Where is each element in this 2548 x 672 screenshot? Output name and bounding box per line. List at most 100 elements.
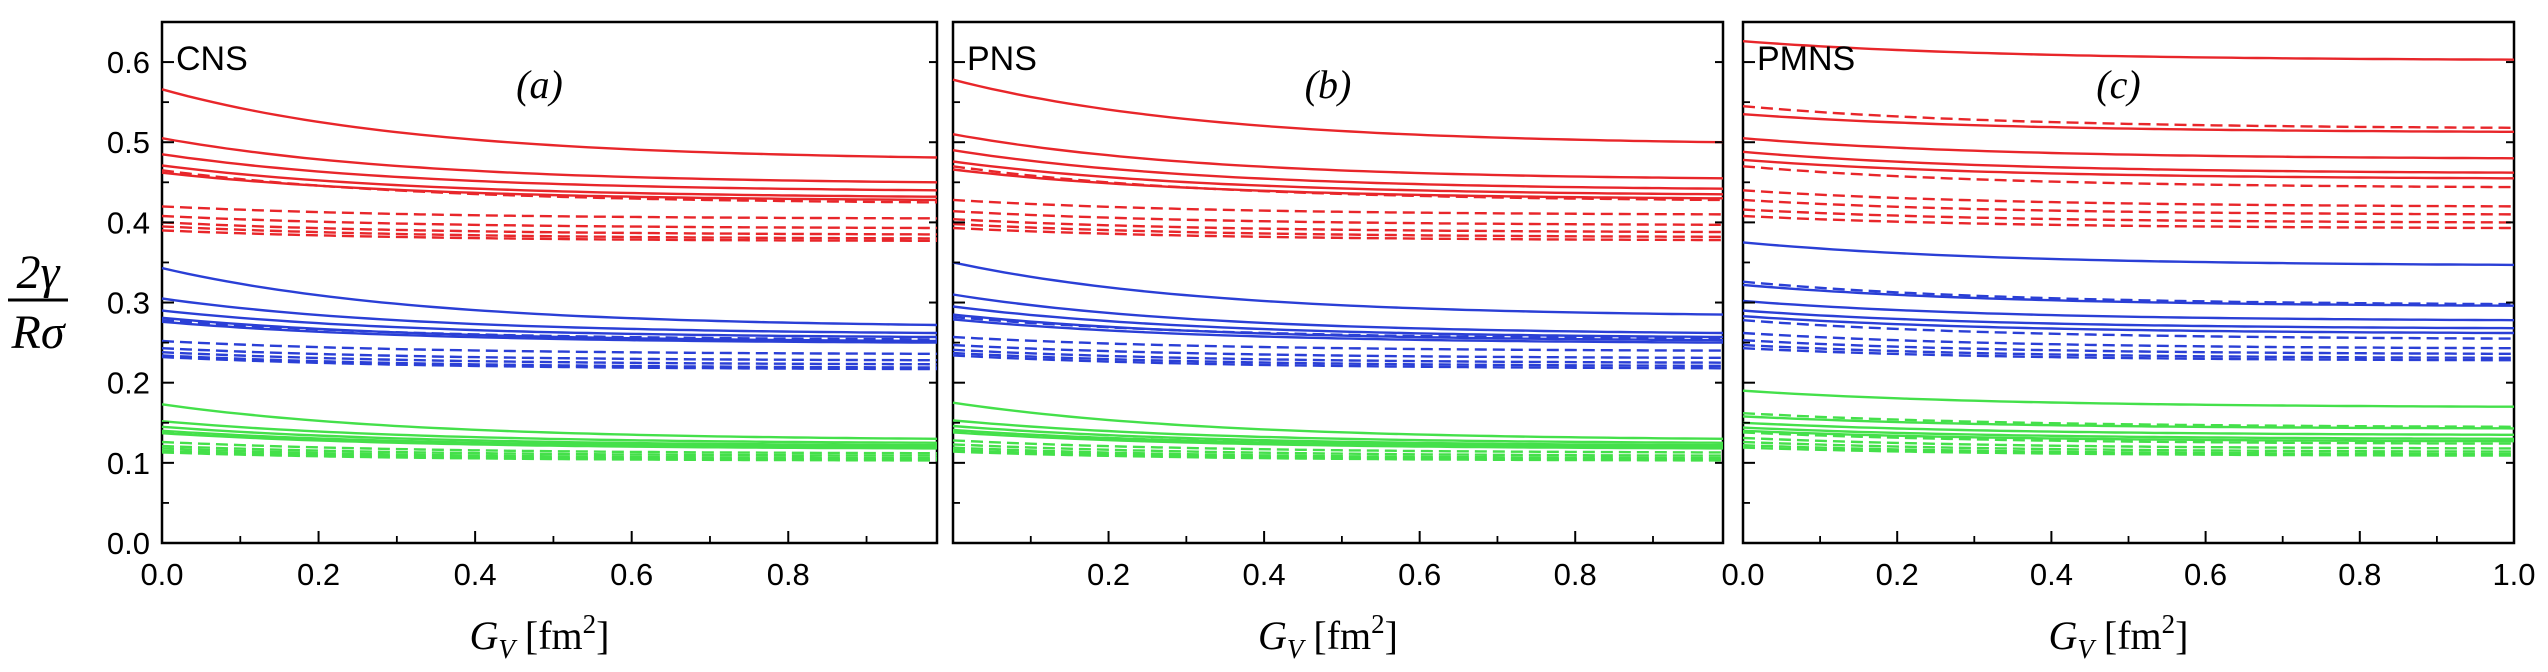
x-tick-label: 0.4 (2030, 557, 2073, 592)
series-line-blue-dashed-17 (1742, 319, 2514, 340)
series-line-green-solid-22 (1742, 389, 2514, 408)
series-line-red-solid-0 (161, 88, 938, 159)
series-line-blue-solid-15 (1742, 315, 2514, 335)
series-line-green-solid-24 (161, 425, 937, 447)
series-line-blue-dashed-21 (952, 354, 1724, 370)
y-axis-label: 2γ Rσ (8, 246, 68, 359)
y-tick-label: 0.3 (107, 286, 150, 321)
x-tick-label: 0.8 (1554, 557, 1597, 592)
series-line-blue-dashed-18 (1742, 331, 2514, 350)
x-tick-label: 0.6 (2184, 557, 2227, 592)
series-line-red-solid-2 (161, 153, 938, 192)
x-tick-label: 0.8 (2338, 557, 2381, 592)
series-line-red-dashed-8 (952, 218, 1723, 234)
x-tick-label: 0.2 (1087, 557, 1130, 592)
series-line-green-solid-26 (952, 431, 1723, 450)
series-line-green-dashed-29 (161, 444, 937, 457)
series-line-red-dashed-8 (1742, 198, 2515, 216)
series-line-red-solid-3 (952, 160, 1724, 196)
series-line-blue-dashed-17 (952, 335, 1723, 352)
series-line-blue-dashed-18 (952, 343, 1723, 359)
series-line-blue-dashed-20 (1742, 343, 2514, 359)
series-line-blue-dashed-21 (161, 355, 938, 371)
series-line-red-dashed-6 (1742, 165, 2514, 189)
series-line-blue-solid-11 (1742, 241, 2515, 267)
series-line-green-dashed-27 (1742, 412, 2515, 428)
series-line-red-dashed-7 (161, 214, 937, 230)
series-line-red-solid-2 (952, 149, 1724, 190)
series-line-green-solid-23 (161, 420, 938, 444)
x-tick-label: 0.0 (1721, 557, 1764, 592)
x-tick-label: 0.0 (140, 557, 183, 592)
series-line-blue-dashed-16 (952, 315, 1724, 340)
series-line-green-dashed-27 (952, 429, 1723, 448)
series-line-green-solid-23 (1742, 415, 2515, 430)
x-tick-label: 0.4 (1243, 557, 1286, 592)
series-line-blue-solid-11 (161, 266, 938, 327)
series-line-blue-dashed-20 (952, 351, 1724, 368)
series-line-red-dashed-5 (952, 165, 1723, 202)
series-line-red-dashed-7 (952, 210, 1723, 227)
series-line-red-dashed-6 (952, 198, 1724, 216)
series-line-red-solid-1 (161, 137, 938, 184)
panel-letter: (c) (2096, 62, 2140, 107)
series-line-green-dashed-28 (161, 440, 937, 455)
series-line-green-dashed-31 (1742, 444, 2514, 456)
series-line-green-dashed-27 (161, 431, 937, 448)
x-tick-label: 1.0 (2492, 557, 2535, 592)
series-line-red-solid-2 (1742, 137, 2515, 160)
y-tick-label: 0.1 (107, 446, 150, 481)
plot-frame (951, 20, 1725, 545)
series-line-green-dashed-32 (161, 451, 937, 462)
series-line-red-dashed-9 (1742, 208, 2514, 224)
series-line-blue-dashed-16 (1742, 280, 2514, 306)
x-tick-label: 0.2 (297, 557, 340, 592)
series-line-green-dashed-30 (952, 446, 1723, 460)
y-tick-label: 0.2 (107, 366, 150, 401)
series-line-blue-solid-13 (952, 305, 1724, 339)
series-line-blue-dashed-20 (161, 354, 938, 369)
series-line-red-dashed-7 (1742, 189, 2515, 208)
series-line-red-solid-1 (952, 133, 1724, 180)
series-line-red-dashed-10 (1742, 214, 2514, 230)
series-line-blue-solid-13 (1742, 299, 2515, 322)
series-line-red-solid-0 (952, 78, 1724, 144)
series-line-red-solid-3 (1742, 150, 2515, 174)
series-line-blue-solid-15 (161, 320, 937, 344)
series-line-red-dashed-9 (952, 222, 1723, 239)
series-line-green-solid-23 (952, 419, 1724, 444)
series-line-blue-dashed-17 (161, 339, 937, 355)
series-line-blue-solid-12 (952, 293, 1724, 335)
series-line-blue-dashed-19 (161, 351, 938, 366)
x-tick-label: 0.2 (1876, 557, 1919, 592)
panel-letter: (a) (516, 62, 563, 107)
series-line-blue-solid-11 (952, 261, 1724, 316)
series-line-green-solid-26 (1742, 429, 2514, 443)
series-line-blue-solid-14 (1742, 309, 2515, 330)
series-line-red-dashed-6 (161, 205, 938, 220)
x-axis-label: GV [fm2] (470, 609, 610, 664)
series-line-red-solid-3 (161, 164, 937, 198)
series-line-green-dashed-28 (952, 439, 1723, 454)
panel-letter: (b) (1305, 62, 1352, 107)
panel-cns: 0.0 0.1 0.2 0.3 0.4 0.5 0.6 0.0 0.2 0.4 0.6 0.8 CNS (… (107, 20, 939, 664)
series-line-red-dashed-10 (161, 229, 937, 243)
series-line-blue-solid-13 (161, 309, 938, 339)
series-line-green-dashed-30 (1742, 440, 2514, 453)
series-line-green-dashed-28 (1742, 431, 2514, 445)
x-tick-label: 0.6 (610, 557, 653, 592)
series-line-red-solid-4 (1742, 158, 2514, 180)
series-line-green-solid-22 (161, 403, 938, 440)
series-line-blue-dashed-19 (1742, 339, 2514, 355)
series-line-red-dashed-5 (1742, 105, 2515, 129)
series-line-green-solid-24 (1742, 421, 2514, 436)
series-line-green-dashed-32 (1742, 446, 2514, 457)
y-tick-label: 0.0 (107, 526, 150, 561)
x-tick-label: 0.8 (767, 557, 810, 592)
series-line-red-solid-1 (1742, 113, 2514, 134)
y-tick-label: 0.4 (107, 205, 150, 240)
series-line-green-dashed-29 (1742, 436, 2514, 450)
y-label-denominator: Rσ (11, 306, 67, 359)
series-line-green-solid-22 (952, 401, 1724, 440)
